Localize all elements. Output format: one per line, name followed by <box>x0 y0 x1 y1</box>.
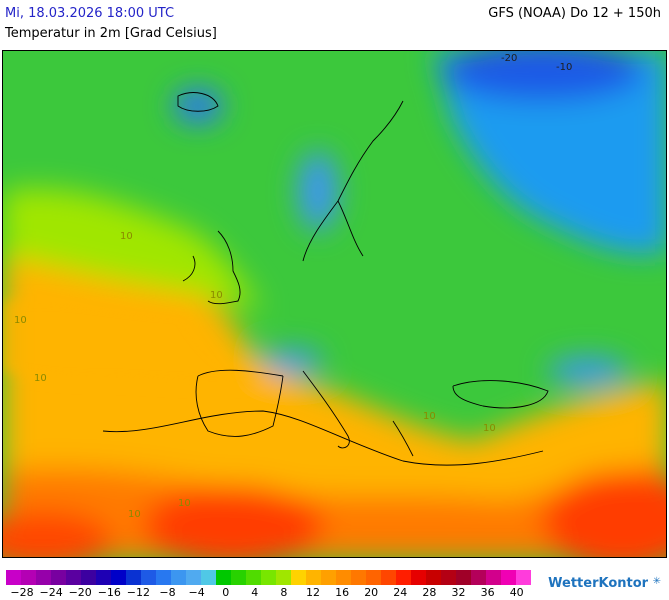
contour-labels: -20 -10 10 10 10 10 10 10 10 10 <box>14 53 572 520</box>
legend-swatch <box>246 570 261 585</box>
legend-tick: −24 <box>39 586 63 599</box>
coast-africa <box>102 410 544 466</box>
legend-tick: 32 <box>451 586 466 599</box>
legend-swatch <box>51 570 66 585</box>
coast-italy <box>302 370 350 449</box>
legend-tick: −16 <box>97 586 121 599</box>
legend-swatch <box>501 570 516 585</box>
legend-swatch <box>381 570 396 585</box>
legend-swatch <box>471 570 486 585</box>
legend-swatch <box>111 570 126 585</box>
brand-name: WetterKontor <box>548 576 649 591</box>
legend-swatch <box>411 570 426 585</box>
cold-iceland <box>173 88 223 124</box>
legend-swatch <box>141 570 156 585</box>
legend-swatch <box>351 570 366 585</box>
contour-label: -10 <box>556 62 572 73</box>
legend-swatch <box>66 570 81 585</box>
contour-label: 10 <box>210 290 223 301</box>
snowflake-icon: ✳ <box>652 576 661 587</box>
coast-uk <box>182 230 241 305</box>
legend-swatch <box>336 570 351 585</box>
legend-swatch <box>186 570 201 585</box>
contour-label: 10 <box>423 411 436 422</box>
legend-swatch <box>126 570 141 585</box>
legend-swatch <box>456 570 471 585</box>
mild-zone <box>3 188 263 311</box>
legend-swatch <box>216 570 231 585</box>
contour-label: 10 <box>483 423 496 434</box>
coastlines <box>102 92 549 466</box>
legend-swatch <box>366 570 381 585</box>
legend-tick: 36 <box>480 586 495 599</box>
legend-tick: −12 <box>126 586 150 599</box>
legend-swatch <box>6 570 21 585</box>
legend-tick: 16 <box>335 586 350 599</box>
cold-caucasus <box>548 357 628 385</box>
legend-swatch <box>96 570 111 585</box>
cold-scandes <box>298 151 338 231</box>
coast-scandinavia <box>302 100 404 262</box>
legend-tick: 12 <box>306 586 320 599</box>
forecast-date: Mi, 18.03.2026 18:00 UTC <box>5 6 175 21</box>
legend-swatch <box>201 570 216 585</box>
legend-swatch <box>321 570 336 585</box>
contour-label: 10 <box>120 231 133 242</box>
legend-swatch <box>486 570 501 585</box>
legend-tick: 4 <box>251 586 259 599</box>
coast-iberia <box>195 369 284 437</box>
legend-swatch <box>156 570 171 585</box>
legend-tick: 40 <box>509 586 524 599</box>
legend-swatch <box>276 570 291 585</box>
legend-tick: −4 <box>188 586 205 599</box>
legend-swatch <box>36 570 51 585</box>
legend-swatch <box>171 570 186 585</box>
hot-spot-sahara <box>143 486 323 557</box>
legend-tick: −20 <box>68 586 92 599</box>
legend-tick: 0 <box>222 586 230 599</box>
legend-tick: 8 <box>280 586 288 599</box>
legend-swatch <box>396 570 411 585</box>
contour-label: 10 <box>178 498 191 509</box>
legend-swatch <box>21 570 36 585</box>
legend-swatch <box>231 570 246 585</box>
cold-alps <box>263 349 323 373</box>
legend-tick: 24 <box>393 586 408 599</box>
coast-iceland <box>177 92 219 112</box>
model-run: GFS (NOAA) Do 12 + 150h <box>488 6 661 21</box>
temperature-map: -20 -10 10 10 10 10 10 10 10 10 <box>2 50 667 558</box>
legend-swatch <box>261 570 276 585</box>
brand-logo: WetterKontor ✳ <box>548 576 661 591</box>
legend-tick: −28 <box>10 586 34 599</box>
legend-swatch <box>441 570 456 585</box>
cold-core <box>443 51 643 101</box>
legend-tick: 20 <box>364 586 379 599</box>
legend-tick: −8 <box>159 586 176 599</box>
cold-arctic <box>433 51 666 254</box>
hot-spot-west <box>3 511 113 557</box>
coast-greece <box>392 420 414 457</box>
contour-label: -20 <box>501 53 517 64</box>
contour-label: 10 <box>34 373 47 384</box>
legend-swatch <box>516 570 531 585</box>
contour-label: 10 <box>14 315 27 326</box>
legend-swatch <box>81 570 96 585</box>
contour-label: 10 <box>128 509 141 520</box>
legend-tick: 28 <box>422 586 437 599</box>
legend-swatch <box>291 570 306 585</box>
hot-spot-east <box>543 471 666 557</box>
warm-atlantic-band <box>3 298 263 386</box>
coast-blacksea <box>452 380 549 409</box>
legend-swatch <box>306 570 321 585</box>
parameter-title: Temperatur in 2m [Grad Celsius] <box>5 26 217 41</box>
legend-swatch <box>426 570 441 585</box>
